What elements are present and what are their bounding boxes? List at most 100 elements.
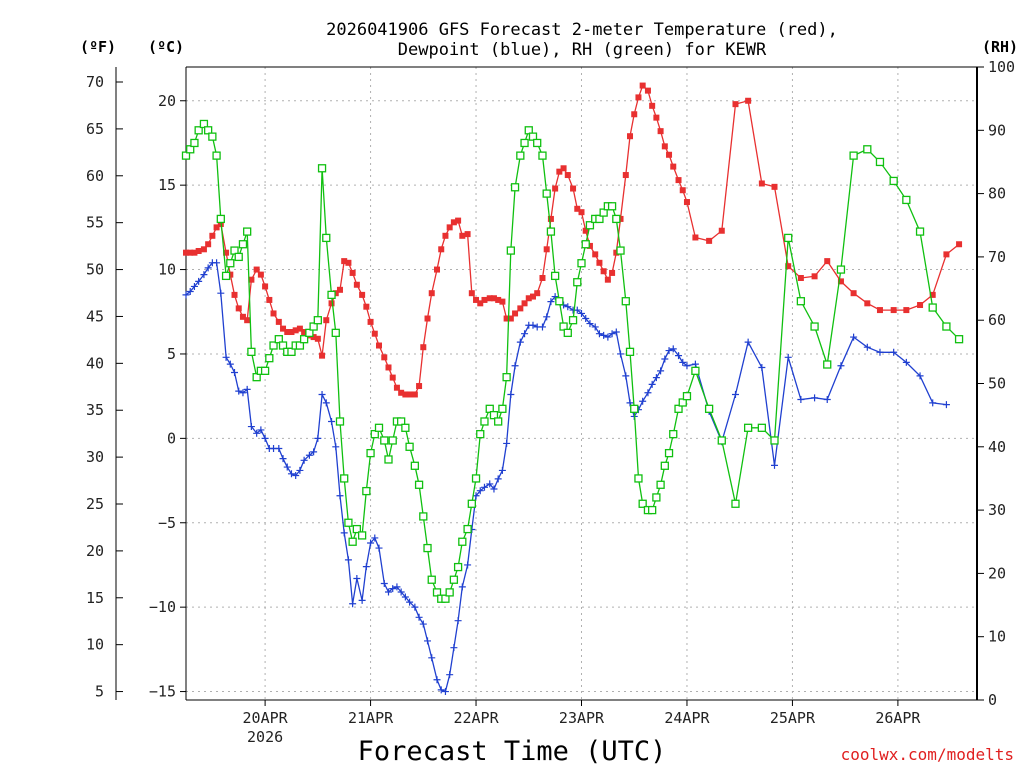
dewpoint-point: [529, 321, 537, 329]
temperature-point: [758, 180, 765, 187]
rh-point: [190, 138, 199, 148]
temperature-point: [837, 278, 844, 285]
rh-point: [691, 366, 700, 375]
rh-point: [902, 195, 911, 205]
rh-tick-label: 70: [988, 248, 1006, 266]
rh-point: [327, 290, 336, 300]
dewpoint-point: [186, 288, 194, 296]
temperature-point: [353, 281, 360, 288]
dewpoint-point: [595, 330, 603, 338]
dewpoint-point: [543, 313, 551, 321]
celsius-tick-label: 5: [167, 345, 176, 363]
temperature-point: [604, 276, 611, 283]
dewpoint-point: [340, 529, 348, 537]
temperature-point: [376, 342, 383, 349]
temperature-point: [943, 251, 950, 258]
dewpoint-point: [683, 362, 691, 370]
rh-point: [317, 164, 327, 173]
dewpoint-point: [239, 389, 247, 397]
dewpoint-point: [380, 580, 388, 588]
rh-point: [625, 347, 635, 357]
rh-tick-label: 60: [988, 311, 1006, 329]
temperature-point: [424, 315, 431, 322]
dewpoint-point: [679, 358, 687, 366]
dewpoint-point: [617, 350, 625, 358]
dewpoint-point: [494, 475, 502, 483]
dewpoint-point: [942, 401, 950, 409]
dewpoint-point: [797, 396, 805, 404]
dewpoint-point: [450, 644, 458, 652]
dewpoint-point: [784, 353, 792, 361]
rh-point: [546, 227, 556, 236]
rh-point: [630, 404, 639, 413]
rh-point: [520, 138, 529, 148]
rh-point: [405, 442, 414, 451]
rh-point: [652, 493, 661, 502]
dewpoint-point: [648, 380, 656, 388]
dewpoint-point: [182, 291, 190, 299]
dewpoint-point: [415, 613, 423, 621]
rh-point: [344, 518, 353, 527]
celsius-tick-label: 10: [158, 261, 176, 279]
dewpoint-point: [551, 293, 559, 301]
dewpoint-point: [314, 434, 322, 442]
rh-point: [875, 157, 885, 167]
x-axis-label: Forecast Time (UTC): [358, 736, 667, 767]
axes: −15 −10 −5 0 5 10 15 20 5 10 15 20 25 30 35 40 45 50 55 60 6…: [86, 58, 1015, 746]
dewpoint-point: [454, 617, 462, 625]
dewpoint-point: [507, 390, 515, 398]
temperature-point: [402, 391, 409, 398]
temperature-point: [420, 344, 427, 351]
dewpoint-point: [437, 686, 445, 694]
rh-point: [928, 303, 937, 312]
rh-point: [664, 448, 674, 458]
dewpoint-point: [318, 390, 326, 398]
rh-point: [221, 271, 231, 281]
temperature-point: [797, 275, 804, 281]
dewpoint-point: [600, 331, 608, 339]
temperature-point: [266, 296, 273, 303]
temperature-point: [349, 269, 356, 276]
dewpoint-point: [428, 654, 436, 662]
rh-point: [243, 227, 252, 236]
dewpoint-point: [231, 369, 239, 377]
dewpoint-point: [661, 355, 669, 363]
rh-point: [397, 417, 406, 426]
temperature-point: [345, 259, 352, 266]
dewpoint-point: [362, 563, 370, 571]
dewpoint-point: [811, 394, 819, 402]
dewpoint-point: [310, 448, 318, 456]
rh-tick-label: 50: [988, 375, 1006, 393]
dewpoint-point: [253, 429, 261, 437]
dewpoint-point: [731, 390, 739, 398]
temperature-point: [187, 249, 194, 256]
dewpoint-point: [464, 561, 472, 569]
rh-point: [348, 537, 357, 546]
rh-point: [538, 151, 547, 160]
dewpoint-point: [353, 574, 361, 582]
rh-point: [581, 240, 590, 249]
rh-point: [216, 214, 225, 224]
dewpoint-point: [283, 463, 291, 471]
dewpoint-point: [406, 598, 414, 606]
dewpoint-point: [823, 396, 831, 404]
rh-point: [810, 322, 819, 331]
dewpoint-point: [358, 596, 366, 604]
rh-point: [942, 322, 951, 331]
temperature-point: [248, 276, 255, 283]
temperature-point: [310, 334, 317, 341]
fahrenheit-tick-label: 60: [86, 167, 104, 185]
dewpoint-point: [235, 387, 243, 395]
temperature-point: [679, 187, 686, 194]
temperature-point: [490, 295, 497, 302]
dewpoint-point: [332, 443, 340, 451]
temperature-point: [732, 101, 739, 108]
temperature-point: [890, 307, 897, 314]
rh-point: [194, 126, 203, 135]
rh-point: [599, 208, 608, 217]
dewpoint-point: [375, 544, 383, 552]
rh-point: [485, 404, 494, 413]
rh-point: [305, 328, 314, 338]
fahrenheit-tick-label: 70: [86, 73, 104, 91]
rh-point: [274, 335, 283, 344]
